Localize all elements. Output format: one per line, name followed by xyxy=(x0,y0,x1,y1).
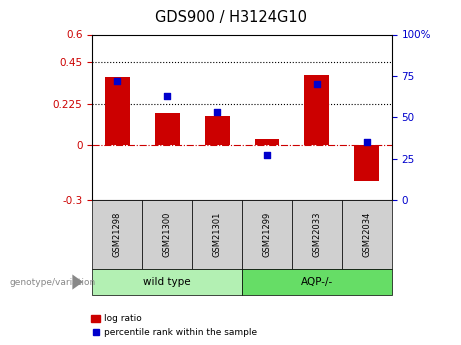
Point xyxy=(213,110,221,115)
Point xyxy=(363,139,371,145)
Text: genotype/variation: genotype/variation xyxy=(9,277,95,287)
Point xyxy=(313,81,320,87)
Bar xyxy=(342,200,392,269)
Point xyxy=(113,78,121,83)
Point xyxy=(263,152,271,158)
Bar xyxy=(254,139,279,145)
Bar xyxy=(105,77,130,145)
Text: GSM22033: GSM22033 xyxy=(313,212,321,257)
Bar xyxy=(355,145,379,181)
Bar xyxy=(205,116,230,145)
Bar xyxy=(304,75,330,145)
Text: GSM21300: GSM21300 xyxy=(163,212,171,257)
Text: AQP-/-: AQP-/- xyxy=(301,277,333,287)
Text: wild type: wild type xyxy=(143,277,191,287)
Text: GSM21301: GSM21301 xyxy=(213,212,222,257)
Text: GSM21298: GSM21298 xyxy=(112,212,122,257)
Text: GDS900 / H3124G10: GDS900 / H3124G10 xyxy=(154,10,307,25)
Bar xyxy=(92,269,242,295)
Text: GSM21299: GSM21299 xyxy=(262,212,272,257)
Bar xyxy=(242,200,292,269)
Point xyxy=(163,93,171,99)
Bar xyxy=(154,113,180,145)
Bar xyxy=(142,200,192,269)
Text: GSM22034: GSM22034 xyxy=(362,212,372,257)
Bar xyxy=(92,200,142,269)
Legend: log ratio, percentile rank within the sample: log ratio, percentile rank within the sa… xyxy=(88,311,260,341)
Bar xyxy=(192,200,242,269)
Bar xyxy=(292,200,342,269)
Bar xyxy=(242,269,392,295)
